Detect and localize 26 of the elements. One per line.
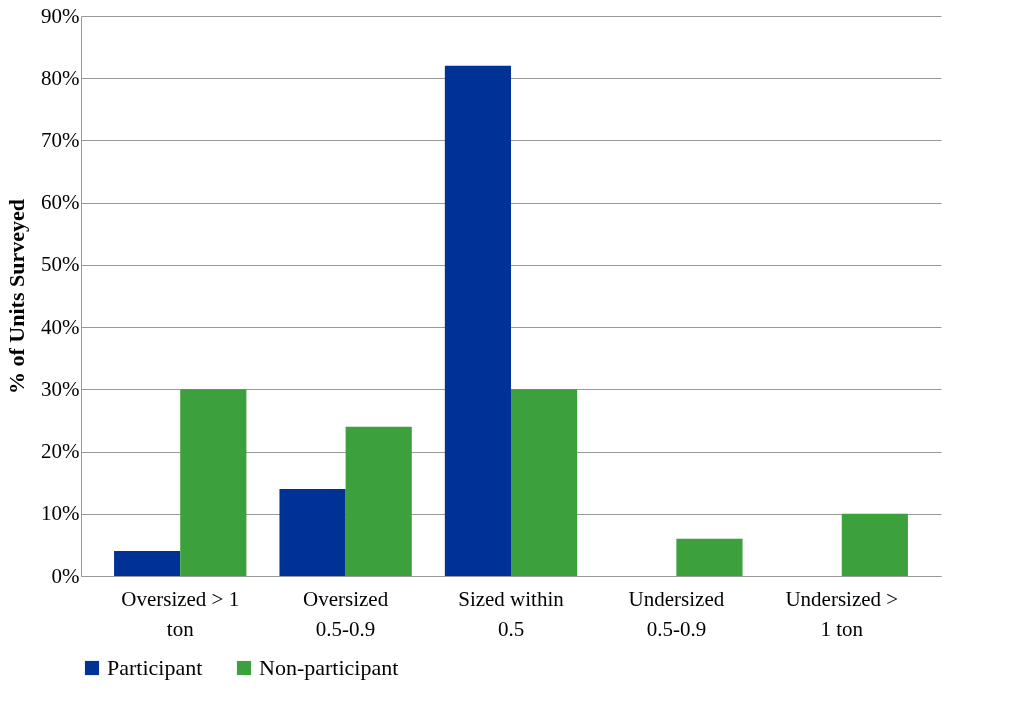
y-tick-label: 50% bbox=[41, 252, 80, 277]
x-tick-label: Sized within 0.5 bbox=[458, 586, 565, 641]
y-tick-label: 70% bbox=[41, 127, 80, 152]
legend-label: Participant bbox=[107, 655, 203, 680]
bar bbox=[841, 513, 908, 576]
bar bbox=[511, 389, 578, 576]
y-tick-label: 0% bbox=[51, 563, 80, 588]
legend-label: Non-participant bbox=[259, 655, 399, 680]
bar bbox=[444, 65, 511, 576]
bar bbox=[676, 538, 743, 576]
bar bbox=[114, 551, 181, 576]
y-tick-label: 10% bbox=[41, 501, 80, 526]
y-tick-label: 60% bbox=[41, 190, 80, 215]
x-tick-label: Undersized 0.5-0.9 bbox=[628, 586, 725, 641]
bar bbox=[279, 488, 346, 576]
bar bbox=[180, 389, 247, 576]
y-tick-label: 80% bbox=[41, 65, 80, 90]
y-tick-label: 20% bbox=[41, 439, 80, 464]
x-tick-label: Undersized > 1 ton bbox=[785, 586, 899, 641]
y-tick-label: 30% bbox=[41, 376, 80, 401]
x-tick-label: Oversized > 1 ton bbox=[121, 586, 240, 641]
x-tick-label: Oversized 0.5-0.9 bbox=[303, 586, 389, 641]
y-tick-label: 40% bbox=[41, 314, 80, 339]
bar bbox=[345, 426, 412, 576]
y-tick-label: 90% bbox=[41, 3, 80, 28]
y-axis-title: % of Units Surveyed bbox=[4, 199, 30, 394]
